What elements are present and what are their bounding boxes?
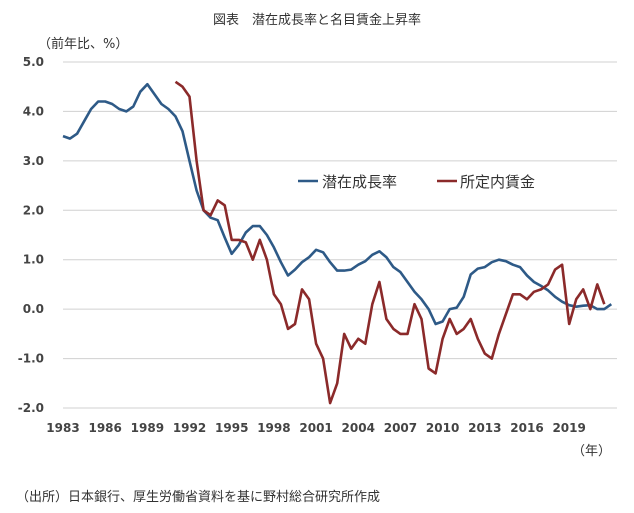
y-tick-label: 2.0 [23, 203, 44, 217]
x-tick-label: 1989 [131, 421, 164, 435]
x-axis-label: （年） [572, 444, 612, 459]
y-tick-label: 4.0 [23, 104, 44, 118]
y-axis-label: （前年比、%） [38, 37, 129, 52]
y-tick-label: 1.0 [23, 253, 44, 267]
x-tick-label: 2019 [552, 421, 585, 435]
x-tick-label: 2010 [426, 421, 459, 435]
x-tick-label: 2001 [299, 421, 332, 435]
series-line-wages [174, 80, 606, 405]
x-tick-label: 2016 [510, 421, 543, 435]
y-tick-label: 0.0 [23, 302, 44, 316]
x-tick-label: 1998 [257, 421, 290, 435]
legend-label: 潜在成長率 [322, 173, 397, 191]
x-tick-label: 1986 [88, 421, 121, 435]
y-tick-label: -2.0 [18, 401, 44, 415]
series-line-potential-growth [62, 82, 613, 326]
legend-label: 所定内賃金 [460, 173, 535, 191]
y-tick-label: 3.0 [23, 154, 44, 168]
y-tick-label: -1.0 [18, 352, 44, 366]
y-tick-label: 5.0 [23, 55, 44, 69]
source-note: （出所）日本銀行、厚生労働省資料を基に野村総合研究所作成 [16, 490, 381, 505]
x-tick-label: 2004 [342, 421, 375, 435]
x-tick-label: 2013 [468, 421, 501, 435]
x-tick-label: 2007 [384, 421, 417, 435]
x-tick-label: 1995 [215, 421, 248, 435]
x-tick-label: 1992 [173, 421, 206, 435]
chart-title: 図表 潜在成長率と名目賃金上昇率 [212, 13, 421, 28]
x-tick-label: 1983 [46, 421, 79, 435]
